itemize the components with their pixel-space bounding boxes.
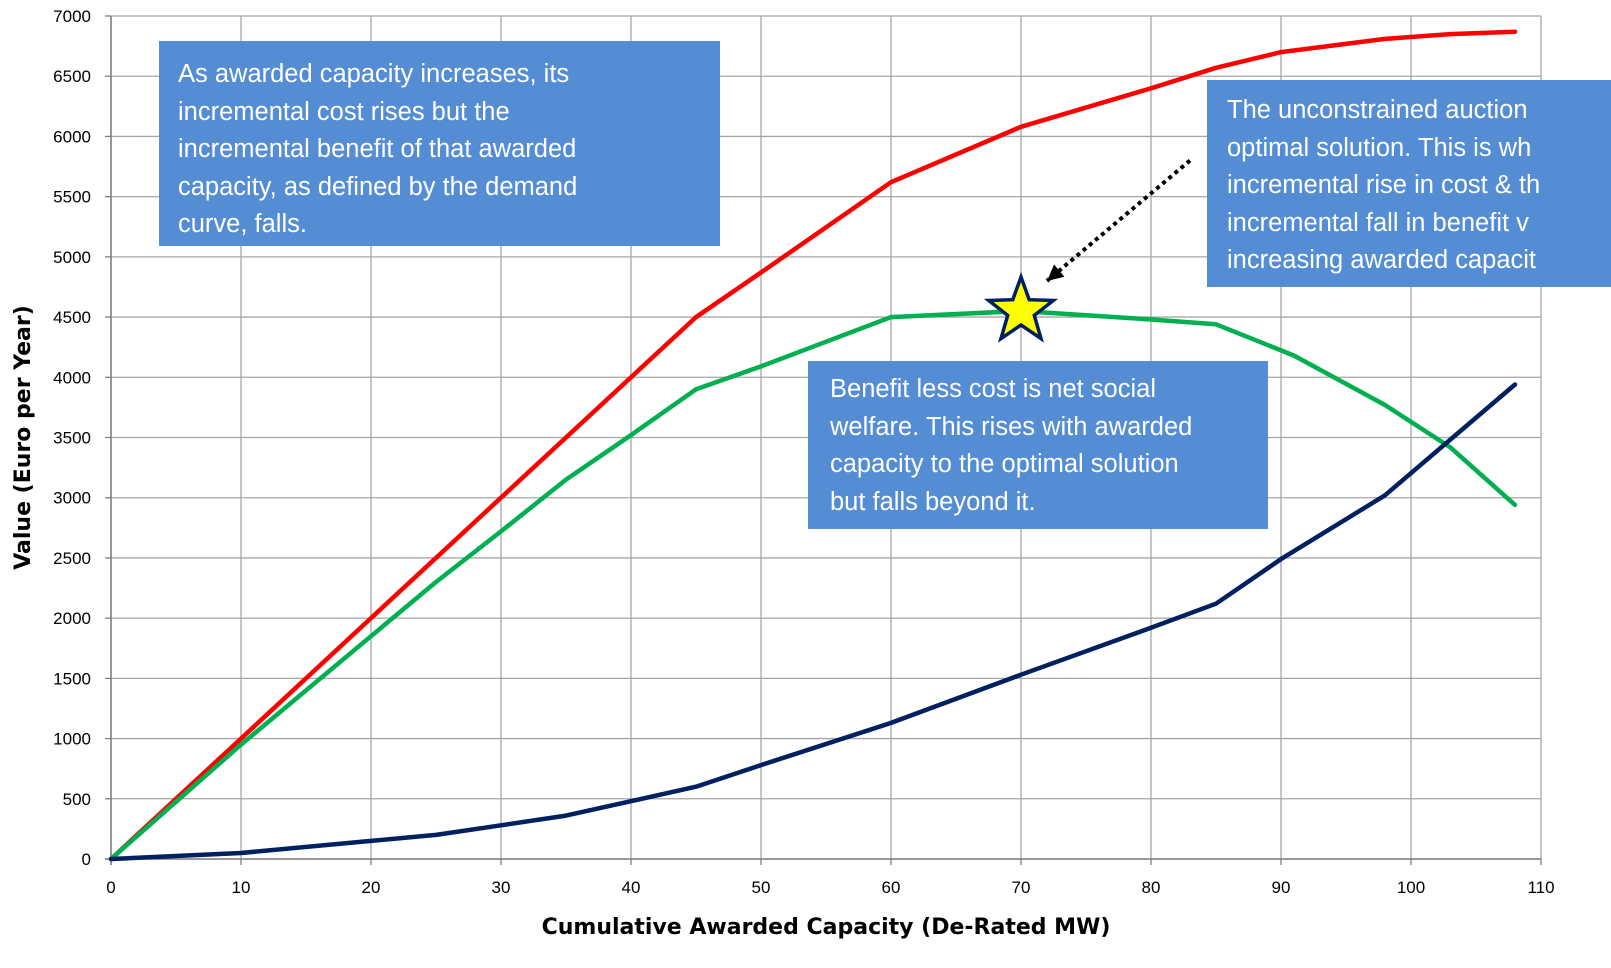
annotation-line: welfare. This rises with awarded xyxy=(830,412,1193,441)
annotation-line: incremental benefit of that awarded xyxy=(178,135,577,163)
arrow-shaft xyxy=(1045,158,1192,283)
annotation-line: increasing awarded capacit xyxy=(1227,246,1537,274)
pointer-arrow xyxy=(1045,158,1192,283)
x-tick-label: 30 xyxy=(492,878,511,897)
annotation-line: capacity to the optimal solution xyxy=(830,450,1179,478)
y-tick-label: 4000 xyxy=(53,368,91,387)
x-tick-label: 10 xyxy=(232,878,251,897)
annotation-line: capacity, as defined by the demand xyxy=(178,172,578,201)
annotation-line: As awarded capacity increases, its xyxy=(178,60,570,88)
y-tick-label: 5500 xyxy=(53,188,91,207)
y-tick-label: 3500 xyxy=(53,429,91,448)
star-marker xyxy=(983,271,1059,343)
series-lines xyxy=(108,29,1518,862)
tick-labels: 0 10 20 30 40 50 60 70 80 90 100 110 0 500 1000 1500 200… xyxy=(53,7,1554,897)
x-axis-title: Cumulative Awarded Capacity (De-Rated MW… xyxy=(542,915,1111,940)
series-line xyxy=(108,308,1518,862)
x-tick-label: 80 xyxy=(1142,878,1161,897)
y-tick-label: 0 xyxy=(82,850,91,869)
y-axis-title: Value (Euro per Year) xyxy=(11,305,36,570)
x-tick-label: 40 xyxy=(622,878,641,897)
annotation-line: optimal solution. This is wh xyxy=(1227,133,1532,162)
annotation-line: curve, falls. xyxy=(178,210,307,238)
annotation-line: The unconstrained auction xyxy=(1227,96,1528,124)
annotation-line: but falls beyond it. xyxy=(830,487,1036,516)
y-tick-label: 4500 xyxy=(53,308,91,327)
y-tick-label: 3000 xyxy=(53,489,91,508)
y-tick-label: 5000 xyxy=(53,248,91,267)
annotation-line: incremental fall in benefit v xyxy=(1227,208,1529,237)
annotation-line: incremental rise in cost & th xyxy=(1227,171,1541,199)
series-line xyxy=(108,382,1518,862)
y-tick-label: 6500 xyxy=(53,67,91,86)
annotation-cost-benefit: As awarded capacity increases, its incre… xyxy=(159,41,720,246)
y-tick-label: 500 xyxy=(63,790,91,809)
y-tick-label: 7000 xyxy=(53,7,91,26)
x-tick-label: 100 xyxy=(1397,878,1425,897)
x-tick-label: 50 xyxy=(752,878,771,897)
arrow-head xyxy=(1047,264,1065,281)
optimum-marker xyxy=(983,271,1059,343)
y-tick-label: 1500 xyxy=(53,669,91,688)
axes xyxy=(105,15,1542,865)
series-line xyxy=(108,29,1518,862)
annotation-net-welfare: Benefit less cost is net social welfare.… xyxy=(808,361,1268,529)
x-tick-label: 110 xyxy=(1527,878,1554,897)
annotation-line: Benefit less cost is net social xyxy=(830,375,1156,403)
x-tick-label: 90 xyxy=(1272,878,1291,897)
y-tick-label: 6000 xyxy=(53,127,91,146)
y-tick-label: 1000 xyxy=(53,730,91,749)
y-tick-label: 2500 xyxy=(53,549,91,568)
x-tick-label: 70 xyxy=(1012,878,1031,897)
x-tick-label: 60 xyxy=(882,878,901,897)
annotation-line: incremental cost rises but the xyxy=(178,97,510,126)
x-tick-label: 0 xyxy=(106,878,115,897)
x-tick-label: 20 xyxy=(362,878,381,897)
y-tick-label: 2000 xyxy=(53,609,91,628)
annotation-optimal-solution: The unconstrained auction optimal soluti… xyxy=(1207,80,1611,287)
